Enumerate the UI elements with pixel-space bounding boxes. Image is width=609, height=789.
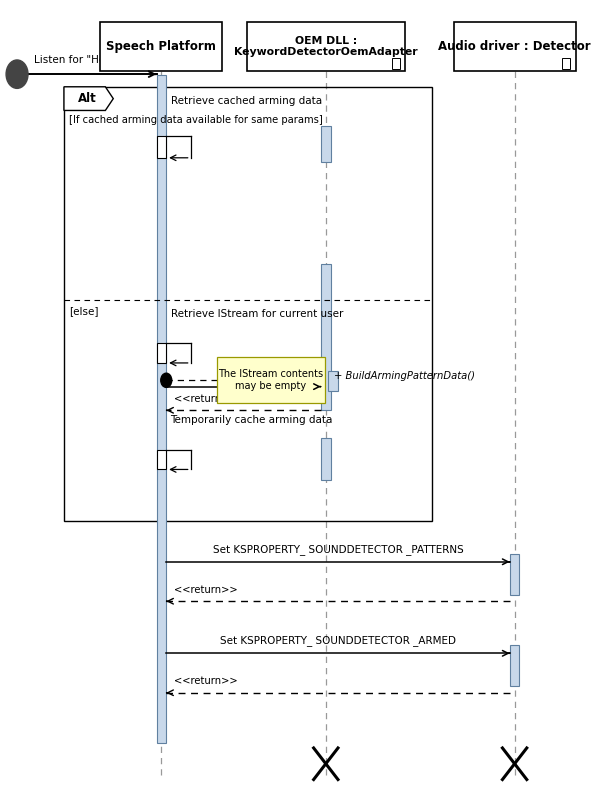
Text: + BuildArmingPatternData(): + BuildArmingPatternData() bbox=[334, 371, 475, 381]
Bar bbox=[247, 22, 405, 71]
Bar bbox=[157, 343, 166, 363]
Bar bbox=[392, 58, 400, 69]
Bar bbox=[157, 450, 166, 469]
Text: Alt: Alt bbox=[79, 92, 97, 105]
Circle shape bbox=[161, 373, 172, 387]
Text: Temporarily cache arming data: Temporarily cache arming data bbox=[171, 415, 333, 425]
FancyBboxPatch shape bbox=[217, 357, 325, 403]
Text: Listen for "Hey Cortana": Listen for "Hey Cortana" bbox=[34, 55, 161, 65]
Text: [If cached arming data available for same params]: [If cached arming data available for sam… bbox=[69, 115, 323, 125]
Bar bbox=[64, 87, 432, 521]
Bar bbox=[328, 371, 337, 391]
Text: Speech Platform: Speech Platform bbox=[107, 40, 216, 53]
Text: [else]: [else] bbox=[69, 306, 98, 316]
Text: Set KSPROPERTY_ SOUNDDETECTOR _ARMED: Set KSPROPERTY_ SOUNDDETECTOR _ARMED bbox=[220, 635, 456, 646]
Text: <<return>>: <<return>> bbox=[174, 585, 237, 595]
Text: Set KSPROPERTY_ SOUNDDETECTOR _PATTERNS: Set KSPROPERTY_ SOUNDDETECTOR _PATTERNS bbox=[213, 544, 463, 555]
Bar bbox=[454, 22, 576, 71]
Bar bbox=[321, 126, 331, 162]
Bar bbox=[510, 645, 519, 686]
Bar bbox=[157, 136, 166, 158]
Polygon shape bbox=[64, 87, 113, 110]
Text: The IStream contents
may be empty: The IStream contents may be empty bbox=[219, 369, 323, 391]
Bar bbox=[562, 58, 570, 69]
Bar bbox=[321, 264, 331, 410]
Text: <<return>>: <<return>> bbox=[174, 394, 237, 404]
Text: Retrieve IStream for current user: Retrieve IStream for current user bbox=[171, 308, 343, 319]
Text: Retrieve cached arming data: Retrieve cached arming data bbox=[171, 95, 322, 106]
Circle shape bbox=[6, 60, 28, 88]
Bar bbox=[100, 22, 222, 71]
Text: <<return>>: <<return>> bbox=[174, 676, 237, 686]
Text: OEM DLL :
KeywordDetectorOemAdapter: OEM DLL : KeywordDetectorOemAdapter bbox=[234, 36, 418, 58]
Bar bbox=[157, 75, 166, 743]
Bar bbox=[510, 554, 519, 595]
Bar bbox=[321, 438, 331, 480]
Text: Audio driver : Detector: Audio driver : Detector bbox=[438, 40, 591, 53]
